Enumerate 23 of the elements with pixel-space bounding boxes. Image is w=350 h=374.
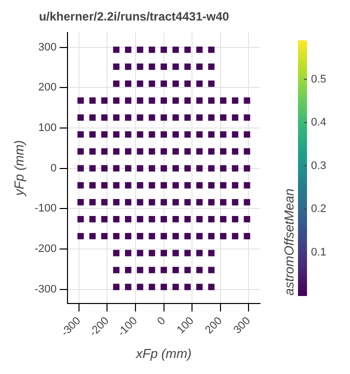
y-tick-label: -200 xyxy=(34,243,57,256)
x-tick-label: 100 xyxy=(174,314,196,336)
x-tick-label: -200 xyxy=(87,314,112,340)
color-bar-label: 0.4 xyxy=(311,116,326,129)
x-tick-label: -300 xyxy=(59,314,84,340)
color-bar-title: astromOffsetMean xyxy=(282,188,297,296)
y-tick-label: 300 xyxy=(38,41,57,54)
color-bar-label: 0.2 xyxy=(311,203,326,216)
color-bar-label: 0.1 xyxy=(311,246,326,258)
x-tick-label: 0 xyxy=(155,314,168,328)
color-bar-label: 0.3 xyxy=(311,160,326,172)
x-tick-label: 300 xyxy=(231,314,253,336)
y-tick-label: 0 xyxy=(50,162,57,174)
y-tick-label: -100 xyxy=(34,202,57,215)
chart-title: u/kherner/2.2i/runs/tract4431-w40 xyxy=(38,10,230,24)
y-tick-label: -300 xyxy=(34,283,57,296)
x-tick-label: -100 xyxy=(116,314,140,340)
y-axis-title: yFp (mm) xyxy=(11,140,26,197)
color-bar-label: 0.5 xyxy=(311,73,326,86)
y-tick-label: 200 xyxy=(38,82,57,94)
x-tick-label: 200 xyxy=(203,314,225,336)
x-axis-title: xFp (mm) xyxy=(135,346,192,361)
y-tick-label: 100 xyxy=(38,122,57,134)
